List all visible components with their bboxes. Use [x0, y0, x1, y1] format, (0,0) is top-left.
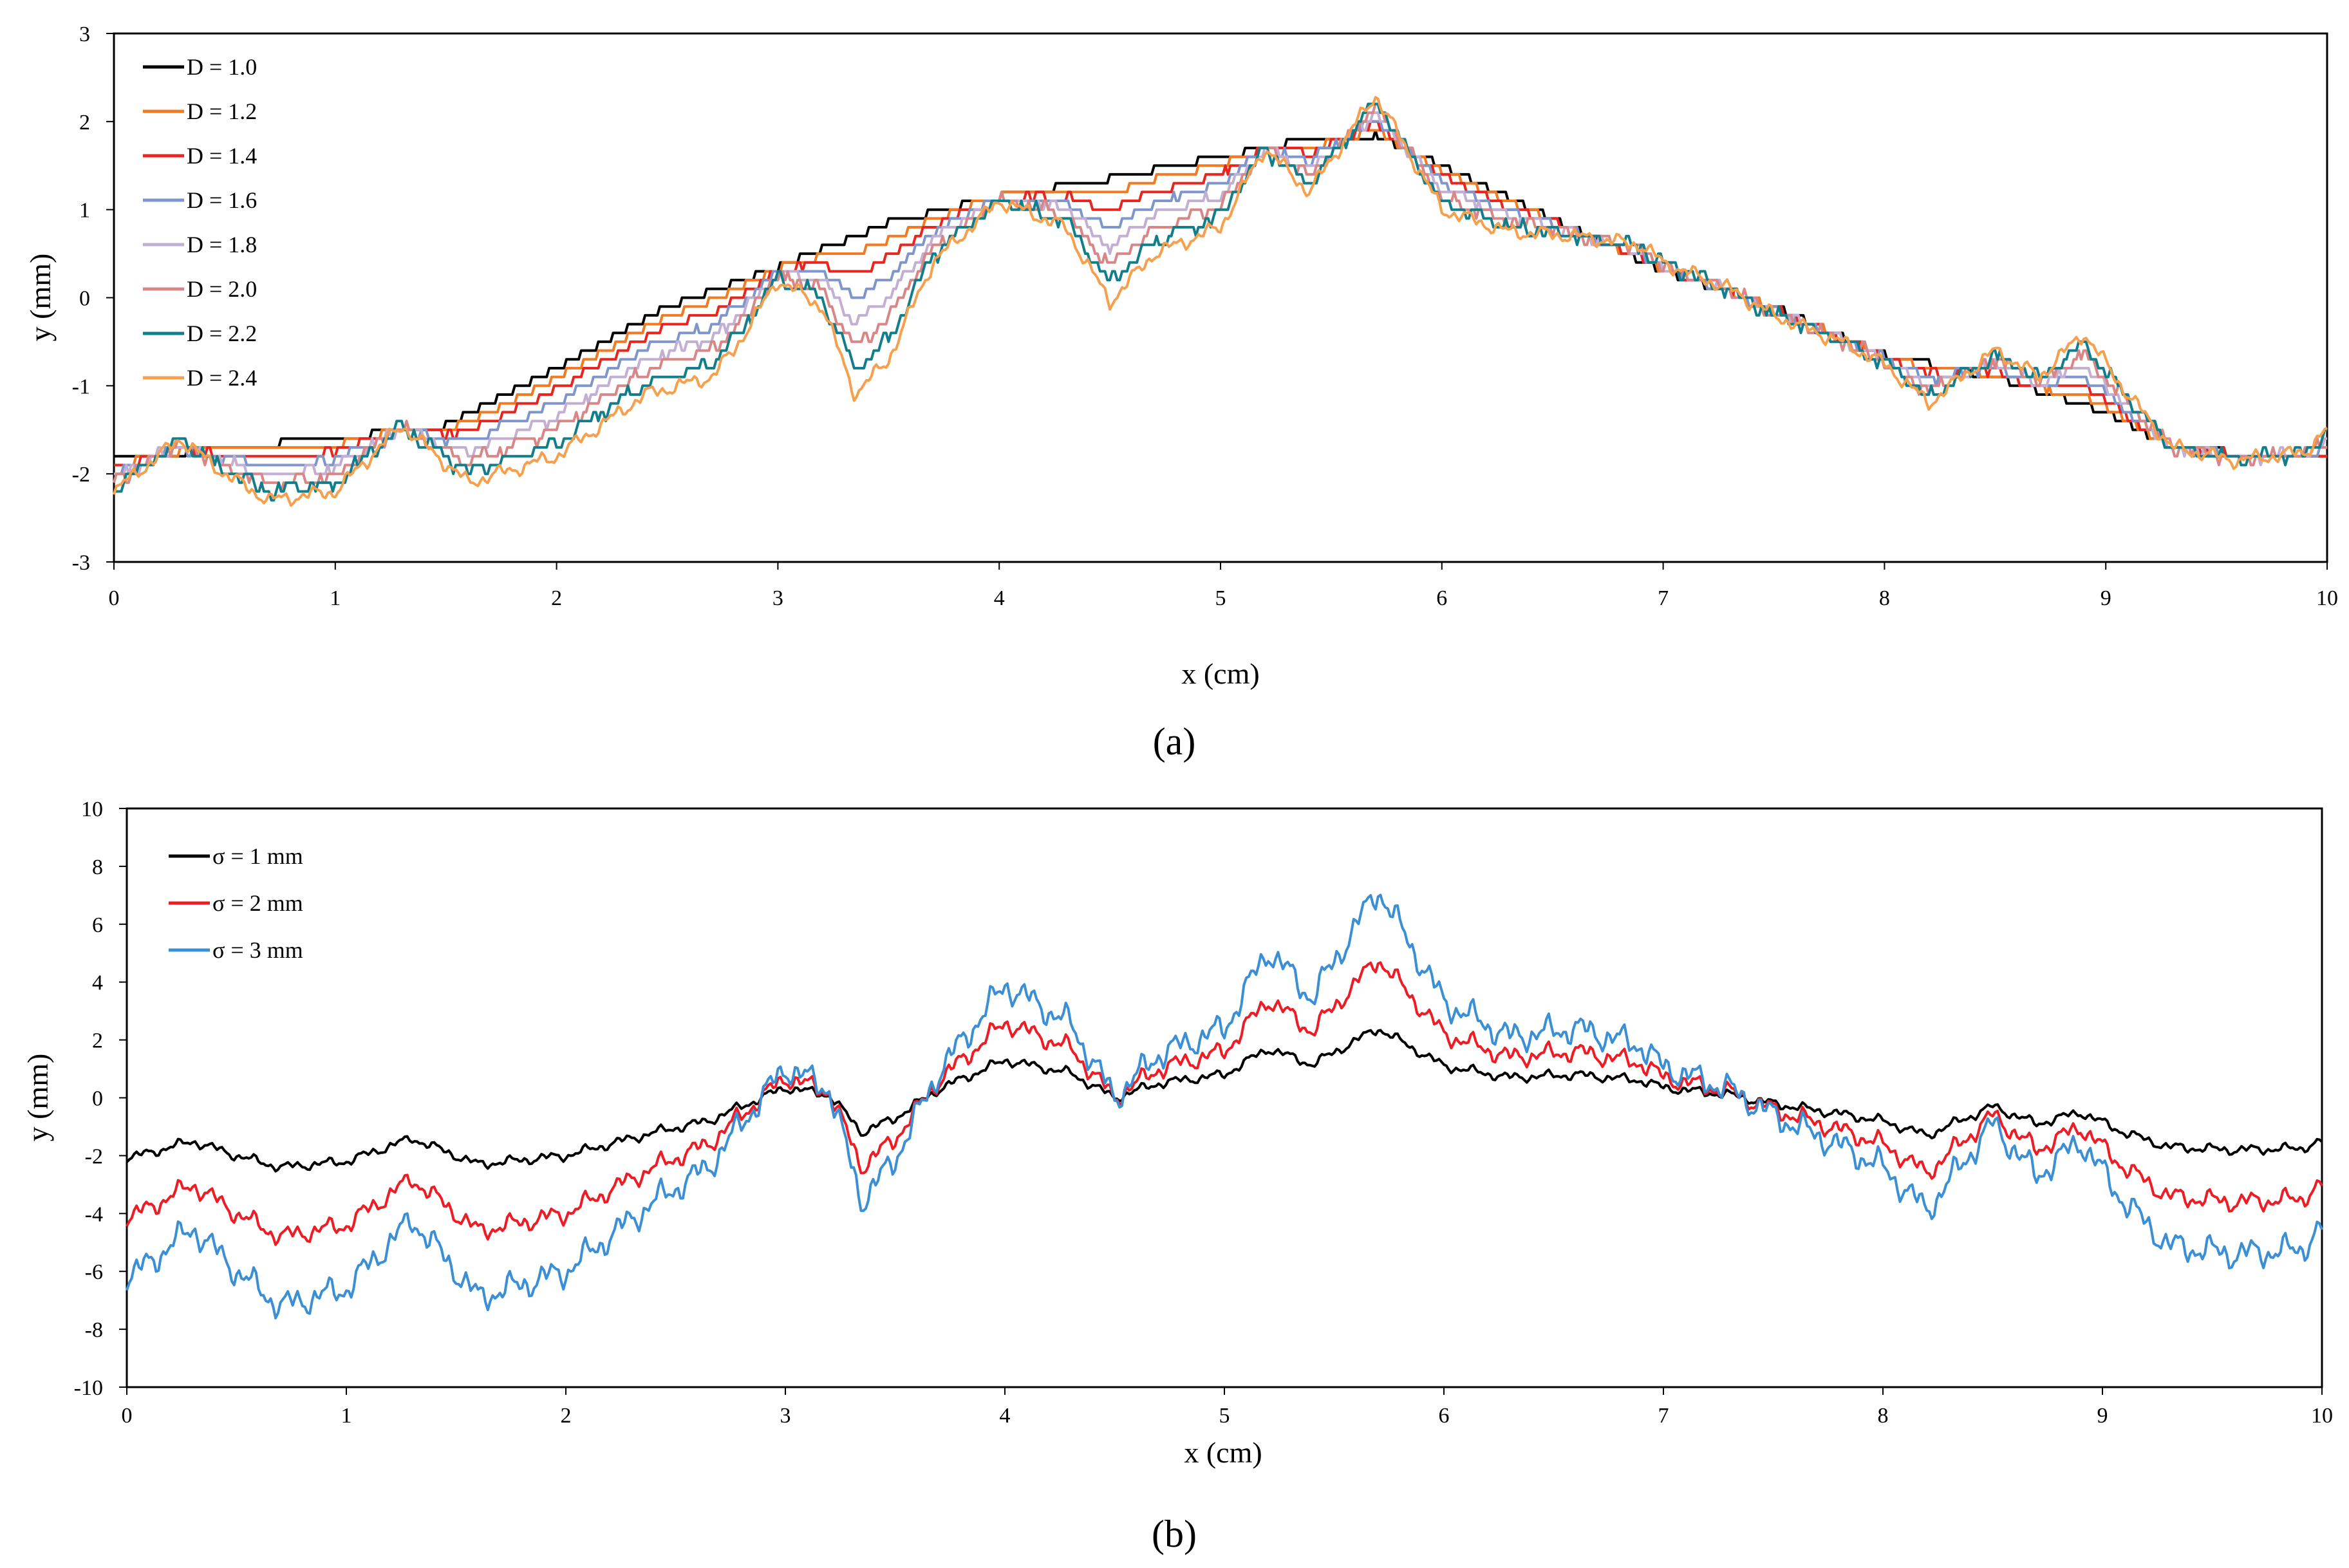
y-tick-label: -2	[85, 1144, 103, 1168]
y-tick-label: 6	[92, 913, 103, 937]
legend-label: D = 1.4	[187, 143, 257, 169]
series-line	[114, 129, 2327, 467]
x-axis-label-b: x (cm)	[1184, 1436, 1262, 1469]
y-tick-label: 2	[92, 1029, 103, 1053]
x-tick-label: 5	[1219, 1404, 1230, 1428]
legend-label: D = 1.0	[187, 54, 257, 80]
series-line	[126, 961, 2323, 1246]
panel-label-a: (a)	[1153, 720, 1196, 763]
x-tick-label: 9	[2097, 1404, 2108, 1428]
y-tick-label: 4	[92, 971, 103, 995]
y-tick-label: 3	[79, 23, 90, 46]
y-tick-label: 2	[79, 111, 90, 135]
y-tick-label: -3	[72, 551, 90, 575]
legend-label: D = 1.6	[187, 187, 257, 213]
plot-area-frame-a	[113, 32, 2328, 563]
y-tick-label: 10	[81, 798, 103, 821]
series-line	[114, 129, 2327, 458]
series-line	[126, 1029, 2323, 1173]
x-tick-label: 0	[109, 586, 120, 610]
legend-label: D = 1.2	[187, 98, 257, 124]
legend-b: σ = 1 mm σ = 2 mm σ = 3 mm	[169, 843, 303, 963]
series-line	[114, 120, 2327, 467]
series-line	[113, 102, 2327, 493]
x-tick-label: 7	[1658, 1404, 1669, 1428]
x-tick-label: 8	[1879, 586, 1890, 610]
series-lines-b	[126, 893, 2323, 1320]
x-tick-label: 3	[772, 586, 783, 610]
y-axis-label-b: y (mm)	[21, 1054, 54, 1142]
legend-label: σ = 3 mm	[212, 937, 303, 963]
y-tick-label: 1	[79, 199, 90, 223]
x-tick-label: 4	[1000, 1404, 1011, 1428]
x-tick-label: 4	[994, 586, 1005, 610]
axis-ticks-a: 0 1 2 3 4 5 6 7 8 9 10 -3 -2 -1 0 1 2 3	[72, 23, 2338, 610]
legend-label: σ = 2 mm	[212, 890, 303, 916]
x-tick-label: 5	[1215, 586, 1226, 610]
x-tick-label: 3	[780, 1404, 791, 1428]
legend-label: D = 2.2	[187, 321, 257, 346]
x-tick-label: 10	[2311, 1404, 2333, 1428]
series-line	[114, 102, 2327, 502]
x-tick-label: 7	[1658, 586, 1669, 610]
legend-label: D = 2.0	[187, 276, 257, 302]
y-tick-label: 8	[92, 855, 103, 879]
x-tick-label: 9	[2101, 586, 2111, 610]
legend-a: D = 1.0 D = 1.2 D = 1.4 D = 1.6 D = 1.8 D = 2…	[143, 54, 257, 391]
y-tick-label: 0	[79, 287, 90, 311]
y-tick-label: -8	[85, 1318, 103, 1342]
x-tick-label: 0	[122, 1404, 133, 1428]
series-lines-a	[113, 96, 2328, 507]
x-tick-label: 2	[561, 1404, 572, 1428]
y-tick-label: -2	[72, 463, 90, 487]
x-tick-label: 2	[551, 586, 562, 610]
plot-area-frame-b	[126, 807, 2323, 1388]
panel-label-b: (b)	[1152, 1513, 1197, 1555]
legend-label: σ = 1 mm	[212, 843, 303, 869]
x-tick-label: 8	[1878, 1404, 1889, 1428]
y-axis-label-a: y (mm)	[24, 254, 57, 342]
series-line	[114, 120, 2327, 476]
y-tick-label: 0	[92, 1087, 103, 1111]
legend-label: D = 2.4	[187, 365, 257, 391]
series-line	[126, 893, 2323, 1320]
series-line	[113, 96, 2328, 507]
axis-ticks-b: 0 1 2 3 4 5 6 7 8 9 10 -10 -8 -6 -4 -2 0 2 4 6 8 10	[74, 798, 2333, 1428]
x-tick-label: 6	[1436, 586, 1447, 610]
y-tick-label: -10	[74, 1376, 103, 1400]
x-tick-label: 1	[341, 1404, 352, 1428]
x-axis-label-a: x (cm)	[1181, 657, 1259, 690]
y-tick-label: -1	[72, 375, 90, 398]
legend-label: D = 1.8	[187, 232, 257, 257]
x-tick-label: 10	[2316, 586, 2338, 610]
x-tick-label: 6	[1439, 1404, 1450, 1428]
x-tick-label: 1	[330, 586, 341, 610]
y-tick-label: -4	[85, 1202, 103, 1226]
y-tick-label: -6	[85, 1260, 103, 1284]
